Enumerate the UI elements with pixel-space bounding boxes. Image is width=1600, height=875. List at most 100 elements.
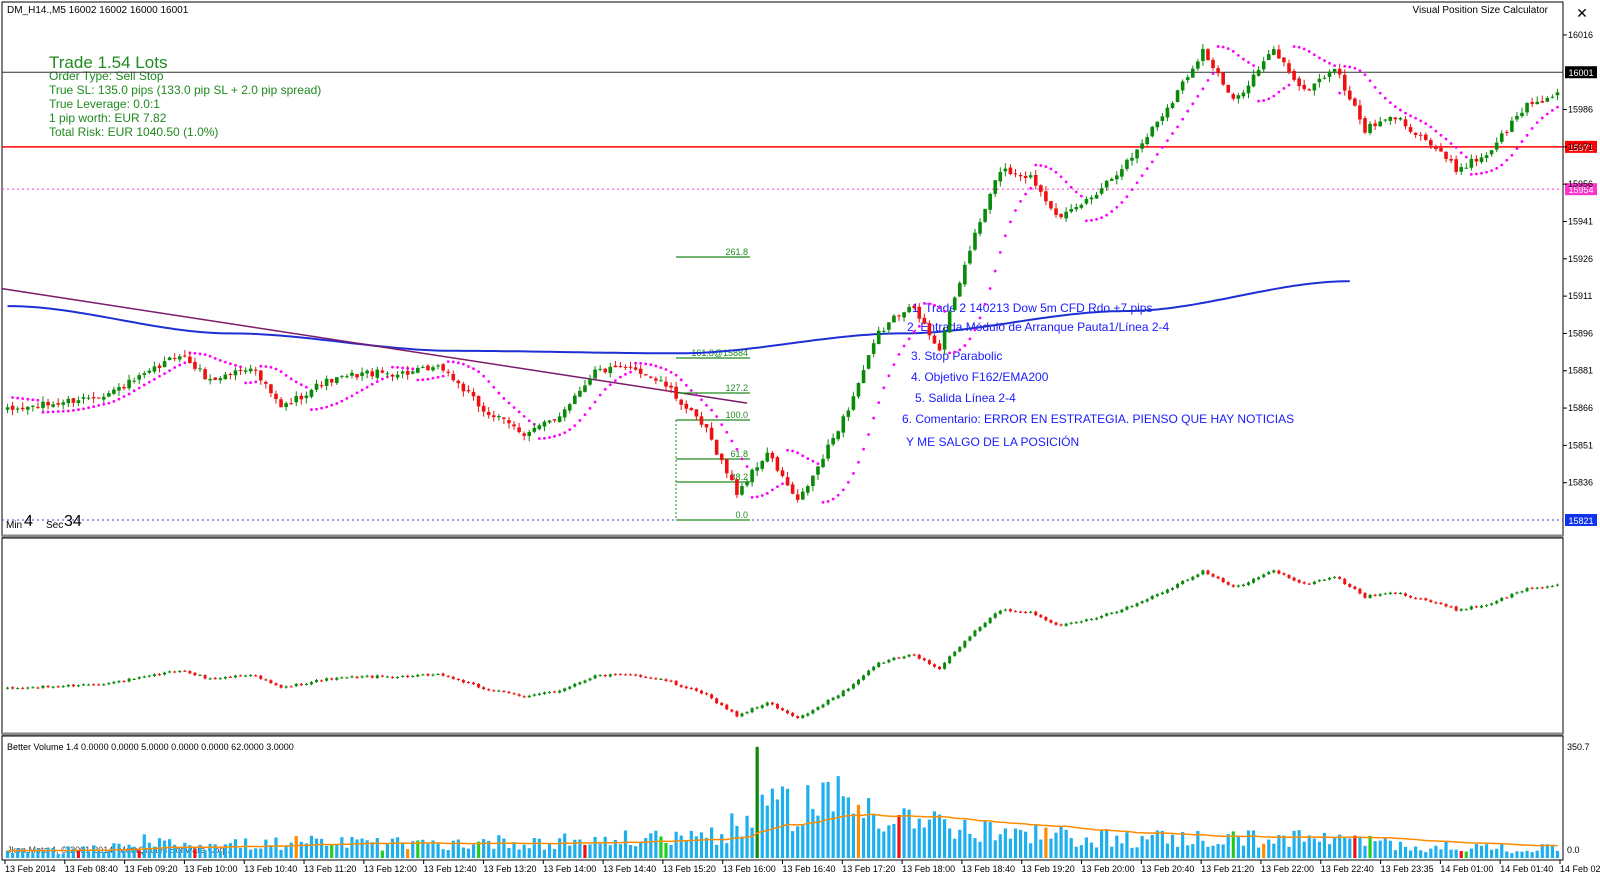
sar-dot bbox=[1003, 234, 1007, 238]
candle-body bbox=[1292, 70, 1296, 80]
sar-dot bbox=[522, 414, 526, 418]
trade-info-line: True SL: 135.0 pips (133.0 pip SL + 2.0 … bbox=[49, 83, 321, 97]
sub-candle-body bbox=[1282, 573, 1286, 575]
candle-body bbox=[770, 452, 775, 459]
sar-dot bbox=[147, 380, 151, 384]
candle-body bbox=[927, 323, 932, 336]
candle-body bbox=[1479, 157, 1484, 163]
sar-dot bbox=[948, 351, 952, 355]
close-icon[interactable]: ✕ bbox=[1576, 5, 1588, 21]
sar-dot bbox=[183, 361, 187, 365]
candle-body bbox=[1256, 69, 1261, 76]
sub-candle-body bbox=[71, 684, 75, 687]
sub-candle-body bbox=[1105, 613, 1109, 616]
candle-body bbox=[112, 389, 116, 394]
sub-candle-body bbox=[856, 679, 860, 685]
candle-body bbox=[1023, 176, 1028, 178]
sub-candle-body bbox=[983, 622, 987, 628]
annotation-line: 5. Salida Línea 2-4 bbox=[915, 391, 1016, 405]
sub-candle-body bbox=[441, 673, 445, 676]
candle-body bbox=[527, 431, 532, 437]
volume-bar bbox=[375, 838, 379, 858]
sub-candle-body bbox=[1257, 577, 1261, 580]
sub-candle-body bbox=[1322, 579, 1326, 581]
sar-dot bbox=[613, 379, 617, 383]
sar-dot bbox=[669, 370, 673, 374]
sar-dot bbox=[689, 389, 693, 392]
sar-dot bbox=[978, 316, 982, 320]
volume-bar bbox=[314, 838, 319, 858]
sar-dot bbox=[715, 415, 719, 418]
sar-dot bbox=[1034, 163, 1038, 167]
sar-dot bbox=[87, 406, 90, 410]
sar-dot bbox=[1191, 102, 1195, 106]
price-level-tag bbox=[1565, 140, 1597, 153]
sar-dot bbox=[1009, 220, 1012, 224]
sub-candle-body bbox=[1211, 574, 1215, 577]
volume-bar bbox=[137, 850, 141, 858]
sar-dot bbox=[619, 375, 622, 379]
candle-body bbox=[912, 305, 916, 309]
volume-bar bbox=[168, 839, 172, 858]
candle-body bbox=[1175, 90, 1180, 102]
candle-body bbox=[1322, 77, 1327, 79]
candle-body bbox=[1216, 68, 1220, 74]
candle-body bbox=[380, 370, 385, 373]
candle-body bbox=[917, 306, 922, 319]
volume-bar bbox=[715, 844, 719, 858]
sub-candle-body bbox=[968, 636, 972, 641]
candle-body bbox=[968, 250, 972, 264]
candle-body bbox=[902, 312, 906, 318]
volume-bar bbox=[517, 849, 521, 858]
price-level-value: 15821 bbox=[1568, 516, 1593, 526]
sub-candle-body bbox=[1287, 575, 1291, 579]
sub-candle-body bbox=[867, 670, 871, 676]
sar-dot bbox=[132, 389, 136, 393]
sar-dot bbox=[1160, 145, 1164, 149]
sar-dot bbox=[740, 457, 744, 461]
sar-dot bbox=[102, 402, 106, 406]
sub-candle-body bbox=[836, 695, 840, 699]
sub-candle-body bbox=[188, 671, 192, 674]
candle-body bbox=[811, 475, 815, 487]
candle-body bbox=[1099, 188, 1104, 194]
sar-dot bbox=[953, 350, 957, 354]
volume-bar bbox=[603, 836, 607, 858]
sub-candle-body bbox=[988, 617, 992, 624]
sub-candle-body bbox=[740, 713, 744, 717]
sub-candle-body bbox=[1125, 606, 1129, 610]
volume-bar bbox=[208, 843, 212, 858]
sub-candle-body bbox=[36, 687, 40, 689]
volume-bar bbox=[1474, 843, 1479, 858]
sub-candle-body bbox=[583, 680, 587, 683]
candle-body bbox=[20, 407, 25, 410]
sar-dot bbox=[492, 385, 496, 389]
sar-dot bbox=[821, 500, 825, 504]
volume-bar bbox=[1145, 839, 1149, 858]
sub-candle-body bbox=[725, 704, 729, 710]
sar-dot bbox=[998, 250, 1002, 254]
candle-body bbox=[603, 368, 608, 373]
candle-body bbox=[1353, 98, 1357, 106]
volume-bar bbox=[512, 842, 516, 858]
candle-body bbox=[932, 335, 937, 344]
volume-bar bbox=[92, 845, 96, 858]
volume-bar bbox=[471, 844, 476, 858]
sar-dot bbox=[1480, 171, 1483, 175]
sar-dot bbox=[877, 401, 881, 405]
sar-dot bbox=[1312, 53, 1316, 57]
volume-bar bbox=[335, 844, 339, 858]
trendline[interactable] bbox=[1, 287, 748, 404]
volume-bar bbox=[1272, 843, 1276, 858]
candle-body bbox=[1033, 174, 1038, 186]
sar-dot bbox=[97, 403, 101, 407]
sar-dot bbox=[1429, 125, 1433, 129]
sub-candle-body bbox=[568, 686, 572, 689]
candle-body bbox=[1469, 158, 1474, 168]
sar-dot bbox=[1059, 175, 1063, 179]
sar-dot bbox=[416, 378, 420, 382]
sar-dot bbox=[158, 374, 161, 378]
volume-bar bbox=[1348, 838, 1352, 858]
candle-body bbox=[46, 401, 50, 406]
